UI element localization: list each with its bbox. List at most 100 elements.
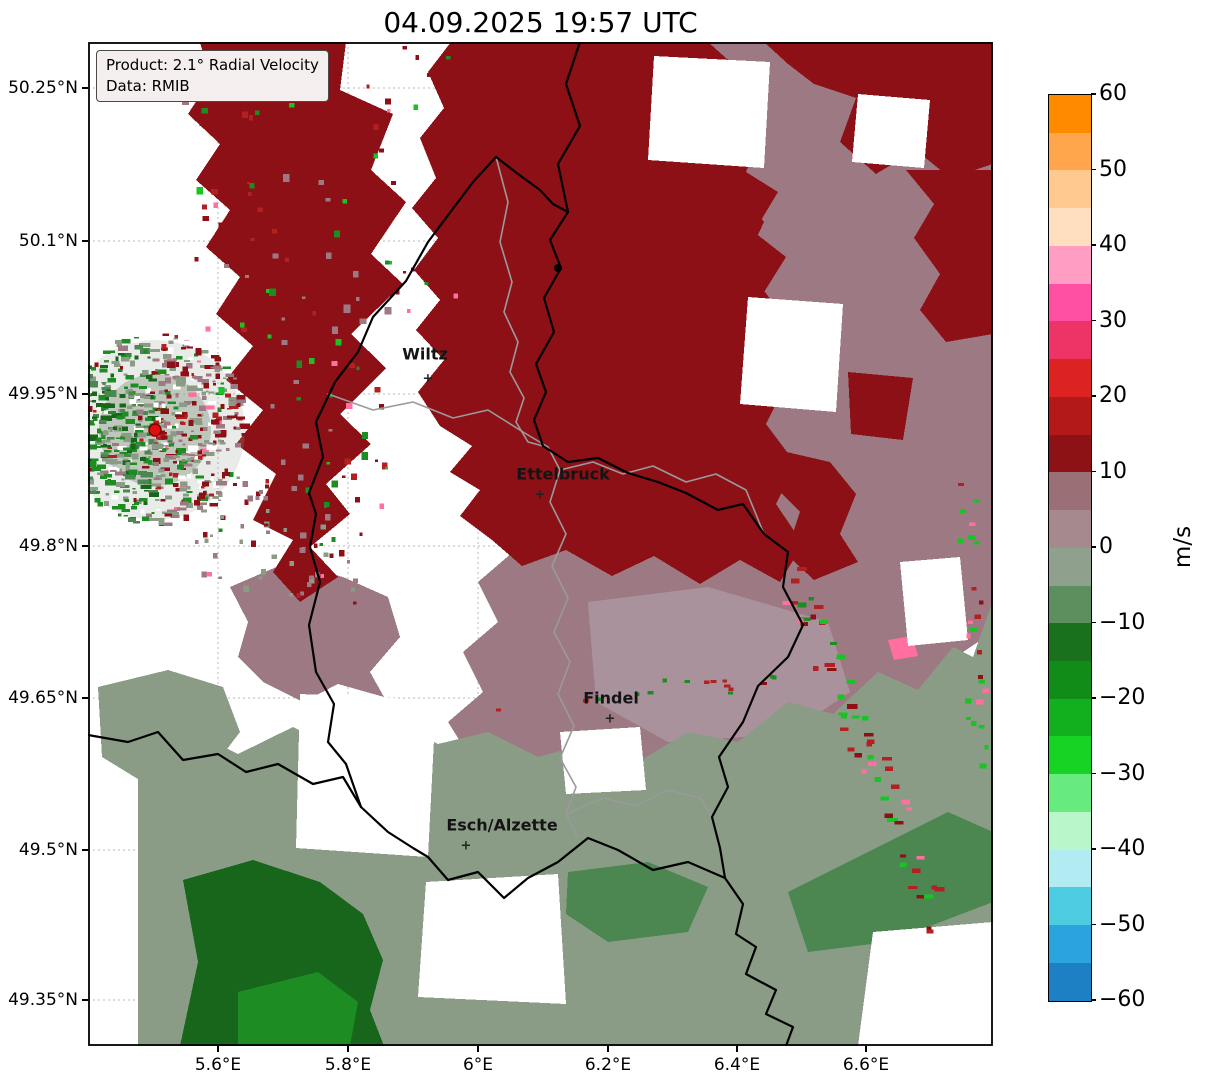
y-axis-tick-label: 49.95°N [8,384,78,404]
product-name-line: Product: 2.1° Radial Velocity [106,56,319,74]
velocity-region-gap-ne-wedge [740,297,843,412]
colorbar-segment [1049,925,1091,963]
velocity-region-darkred-nw-band [188,42,406,602]
data-source-line: Data: RMIB [106,77,190,95]
colorbar-tick-label: 40 [1099,232,1127,257]
speckles-radar-fan [88,333,250,526]
x-axis-tick-label: 6.6°E [842,1055,890,1075]
velocity-region-darkred-main [412,42,803,584]
colorbar-tickmark [1091,546,1096,548]
colorbar-segment [1049,774,1091,812]
city-marker-1: + [534,487,546,503]
y-axis-tick-label: 49.8°N [18,536,78,556]
colorbar-segment [1049,962,1091,1001]
city-label-wiltz: Wiltz [402,344,448,364]
city-label-esch-alzette: Esch/Alzette [446,815,558,835]
colorbar-tickmark [1091,697,1096,699]
colorbar-segment [1049,547,1091,586]
colorbar-segment [1049,132,1091,171]
velocity-region-gap-top-right [852,94,930,168]
colorbar-tickmark [1091,93,1096,95]
speckles-south-boundary [495,674,777,712]
velocity-region-darkred-e-patch [906,170,993,342]
country-border-black [723,876,795,1046]
admin-boundary-gray [559,461,765,535]
velocity-region-gap-mid-south [560,727,646,794]
colorbar-tick-label: 0 [1099,534,1113,559]
admin-boundary-gray [327,393,561,471]
speckles-top-band [384,45,469,324]
colorbar-segment [1049,849,1091,888]
radar-site-dot [148,423,162,437]
admin-boundary-gray [565,789,713,818]
x-axis-tick-label: 6.4°E [713,1055,761,1075]
velocity-region-gap-bottom-center [418,874,566,1004]
x-axis-tick-label: 5.6°E [194,1055,242,1075]
colorbar-segment [1049,661,1091,699]
colorbar-segment [1049,208,1091,246]
y-axis-tickmark [82,849,88,851]
velocity-field [88,42,993,1046]
velocity-region-mauve-west-patch [230,562,400,702]
velocity-region-darkred-ne-mid [692,122,786,310]
colorbar-segment [1049,359,1091,397]
colorbar-segment [1049,887,1091,926]
colorbar-segment [1049,811,1091,850]
y-axis-tick-label: 50.1°N [18,231,78,251]
x-axis-tickmark [477,1046,479,1052]
colorbar-unit-label: m/s [1170,525,1196,569]
y-axis-tickmark [82,240,88,242]
x-axis-tickmark [865,1046,867,1052]
border-town-dot [554,264,562,272]
city-label-ettelbruck: Ettelbruck [516,464,610,484]
x-axis-tickmark [347,1046,349,1052]
colorbar-segment [1049,95,1091,133]
y-axis-tickmark [82,999,88,1001]
colorbar-segment [1049,170,1091,209]
country-border-black [556,42,582,214]
colorbar-tickmark [1091,848,1096,850]
colorbar-tick-label: −40 [1099,836,1146,861]
colorbar-tick-label: 20 [1099,383,1127,408]
x-axis-tick-label: 6°E [462,1055,494,1075]
colorbar-tickmark [1091,168,1096,171]
colorbar-tickmark [1091,319,1096,322]
colorbar-tickmark [1091,772,1096,775]
velocity-region-darkred-tongue-e [774,450,858,580]
speckles-east-edge [958,482,990,769]
velocity-region-gap-east-notch [900,557,968,646]
city-marker-3: + [460,838,472,854]
colorbar-tick-label: −10 [1099,609,1146,635]
country-border-black [307,155,805,900]
colorbar-segment [1049,396,1091,435]
y-axis-tickmark [82,697,88,699]
velocity-region-gap-south-center [296,694,436,857]
page-title: 04.09.2025 19:57 UTC [383,6,698,39]
colorbar-tick-label: −30 [1099,760,1146,786]
y-axis-tickmark [82,87,88,89]
colorbar-segment [1049,245,1091,284]
city-label-findel: Findel [583,688,639,708]
y-axis-tick-label: 49.35°N [8,990,78,1010]
velocity-region-gap-bottom-right [858,922,993,1046]
speckles-se-edge [782,566,945,934]
colorbar-segment [1049,283,1091,322]
admin-boundary-gray [549,469,579,839]
admin-boundary-gray [495,156,544,447]
y-axis-tickmark [82,545,88,547]
x-axis-tickmark [736,1046,738,1052]
x-axis-tick-label: 6.2°E [584,1055,632,1075]
borders [88,42,805,1046]
velocity-region-gap-ne-notch [648,56,770,168]
speckles-radar-south [195,473,363,605]
plot-frame [88,42,993,1046]
x-axis-tickmark [217,1046,219,1052]
product-info-box: Product: 2.1° Radial Velocity Data: RMIB [96,50,329,102]
colorbar-segment [1049,321,1091,360]
city-marker-2: + [604,711,616,727]
y-axis-tick-label: 49.5°N [18,840,78,860]
velocity-region-medgreen-se-band [788,812,993,952]
colorbar-tick-label: 10 [1099,458,1127,484]
colorbar-segment [1049,623,1091,662]
